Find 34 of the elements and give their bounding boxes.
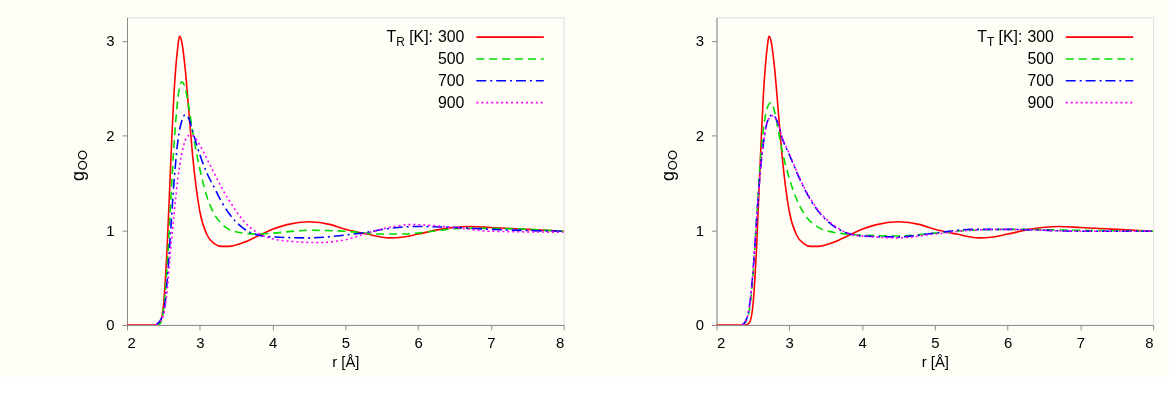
- legend-label: 700: [1027, 71, 1055, 89]
- y-tick-label: 2: [695, 128, 705, 145]
- legend-label: 300: [1027, 28, 1055, 46]
- x-tick-label: 3: [196, 335, 205, 352]
- x-tick-label: 6: [1003, 335, 1013, 352]
- y-tick-label: 3: [695, 33, 705, 50]
- y-tick-label: 2: [106, 128, 115, 145]
- x-tick-label: 3: [785, 335, 794, 352]
- x-tick-label: 8: [555, 335, 565, 352]
- x-tick-label: 6: [414, 335, 423, 352]
- x-tick-label: 8: [1145, 335, 1154, 352]
- y-tick-label: 0: [695, 317, 705, 334]
- x-tick-label: 5: [931, 335, 940, 352]
- legend-label: 700: [437, 71, 465, 89]
- x-tick-label: 4: [268, 335, 278, 352]
- y-tick-label: 1: [695, 222, 705, 239]
- legend-label: 500: [437, 49, 465, 67]
- legend-label: 900: [1027, 93, 1055, 111]
- x-axis-title: r [Å]: [921, 354, 949, 371]
- legend-label: 900: [437, 93, 465, 111]
- x-tick-label: 2: [127, 335, 136, 352]
- y-axis-title: gOO: [657, 150, 680, 182]
- legend-label: 500: [1027, 49, 1055, 67]
- x-tick-label: 5: [341, 335, 350, 352]
- y-tick-label: 1: [106, 222, 115, 239]
- x-tick-label: 7: [487, 335, 496, 352]
- y-axis-title: gOO: [68, 150, 91, 182]
- legend-label: 300: [437, 28, 465, 46]
- y-tick-label: 3: [106, 33, 115, 50]
- y-tick-label: 0: [106, 317, 115, 334]
- x-tick-label: 7: [1076, 335, 1085, 352]
- x-axis-title: r [Å]: [332, 354, 360, 371]
- x-tick-label: 4: [858, 335, 867, 352]
- x-tick-label: 2: [716, 335, 726, 352]
